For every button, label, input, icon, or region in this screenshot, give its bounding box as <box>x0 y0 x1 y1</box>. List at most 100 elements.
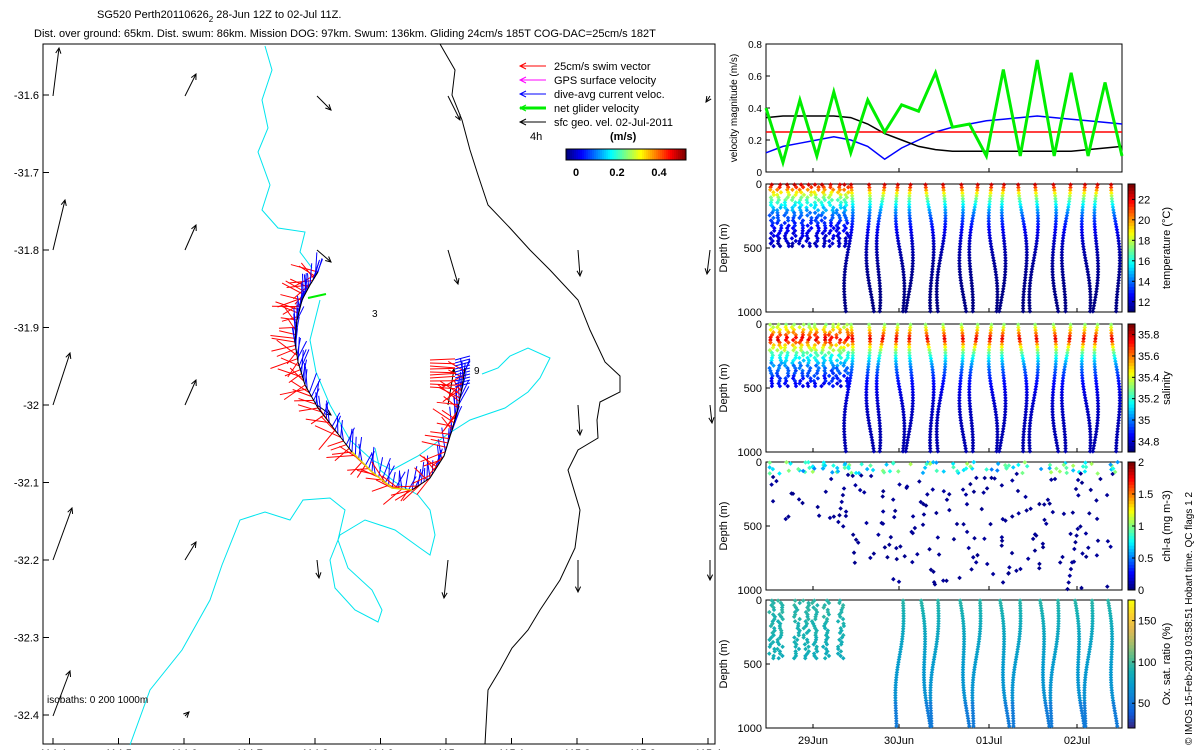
colorbar-cell <box>1128 683 1135 687</box>
colorbar-cell <box>570 149 573 160</box>
data-point <box>837 378 843 384</box>
data-point <box>986 364 992 370</box>
data-point <box>1095 409 1101 415</box>
colorbar-cell <box>1128 375 1135 379</box>
data-point <box>1016 328 1021 333</box>
data-point <box>1014 471 1019 477</box>
data-point <box>786 468 792 474</box>
data-point <box>903 446 909 451</box>
colorbar-cell <box>1128 641 1135 646</box>
data-point <box>935 626 941 632</box>
data-point <box>846 464 851 470</box>
data-point <box>902 280 907 286</box>
colorbar-cell <box>628 149 631 160</box>
data-point <box>970 292 975 297</box>
data-point <box>1117 387 1122 392</box>
colorbar-cell <box>1128 657 1135 662</box>
data-point <box>968 370 973 375</box>
colorbar-tick-label: 35 <box>1138 415 1150 427</box>
data-point <box>1086 275 1091 280</box>
data-point <box>1028 412 1034 418</box>
data-point <box>928 286 933 292</box>
data-point <box>1093 190 1099 196</box>
data-point <box>900 404 905 409</box>
data-point <box>869 435 874 440</box>
data-point <box>1054 303 1060 308</box>
data-point <box>805 373 810 379</box>
data-point <box>1040 616 1046 621</box>
map-axes: 114.4114.5114.6114.7114.8114.9115115.111… <box>14 43 721 750</box>
data-point <box>830 322 836 327</box>
data-point <box>1053 342 1059 347</box>
data-point <box>994 275 999 280</box>
data-point <box>1030 264 1035 269</box>
data-point <box>791 347 796 353</box>
data-point <box>843 404 848 409</box>
data-point <box>874 378 879 384</box>
data-point <box>959 286 965 292</box>
data-point <box>1002 415 1008 420</box>
data-point <box>894 545 899 551</box>
data-point <box>797 381 802 386</box>
colorbar-cell <box>614 149 617 160</box>
dac-vector <box>293 313 297 335</box>
data-point <box>1087 449 1093 454</box>
data-point <box>1083 261 1089 266</box>
data-point <box>941 378 946 384</box>
data-point <box>1115 370 1120 375</box>
data-point <box>999 356 1005 361</box>
colorbar-cell <box>654 149 657 160</box>
data-point <box>989 389 995 395</box>
data-point <box>1027 297 1032 303</box>
data-point <box>995 437 1000 443</box>
data-point <box>771 632 776 638</box>
data-point <box>1094 429 1099 434</box>
data-point <box>1053 364 1058 370</box>
data-point <box>909 375 915 381</box>
data-point <box>1087 280 1092 286</box>
data-point <box>1002 389 1008 395</box>
data-point <box>785 371 791 376</box>
data-point <box>784 355 789 361</box>
data-point <box>1050 278 1056 283</box>
data-point <box>961 654 966 660</box>
data-point <box>1031 395 1037 401</box>
geo-vel-arrow <box>316 559 320 579</box>
data-point <box>1085 406 1090 412</box>
data-point <box>1040 672 1046 678</box>
data-point <box>901 418 907 423</box>
data-point <box>1010 708 1016 713</box>
data-point <box>834 381 840 386</box>
data-point <box>1076 682 1081 688</box>
data-point <box>1094 426 1099 432</box>
data-point <box>935 409 941 415</box>
data-point <box>1065 347 1071 353</box>
data-point <box>927 435 933 440</box>
data-point <box>1037 501 1042 507</box>
data-point <box>954 521 960 527</box>
data-point <box>1068 328 1073 333</box>
data-point <box>891 576 896 582</box>
data-point <box>930 373 936 378</box>
data-point <box>813 337 819 343</box>
data-point <box>994 418 999 423</box>
data-point <box>1024 508 1029 513</box>
data-point <box>878 347 883 353</box>
data-point <box>1045 497 1051 503</box>
data-point <box>1079 210 1085 216</box>
data-point <box>1024 389 1030 395</box>
data-point <box>937 258 943 263</box>
data-point <box>931 381 936 387</box>
data-point <box>1050 509 1056 515</box>
data-point <box>960 336 966 341</box>
data-point <box>907 333 912 339</box>
data-point <box>1052 188 1057 193</box>
data-point <box>850 350 856 356</box>
data-point <box>1095 412 1101 418</box>
data-point <box>1027 426 1032 432</box>
data-point <box>987 339 992 344</box>
data-point <box>871 446 876 451</box>
colorbar-cell <box>1128 305 1135 310</box>
data-point <box>1001 652 1006 657</box>
data-point <box>1108 680 1114 685</box>
